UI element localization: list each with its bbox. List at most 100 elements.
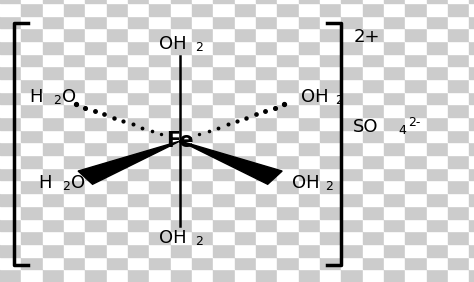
Bar: [363, 104, 384, 117]
Bar: [341, 66, 363, 79]
Bar: [0, 193, 21, 206]
Bar: [149, 142, 171, 155]
Polygon shape: [180, 141, 282, 184]
Bar: [405, 142, 427, 155]
Bar: [469, 41, 474, 54]
Bar: [384, 257, 405, 269]
Bar: [235, 41, 256, 54]
Bar: [256, 79, 277, 92]
Bar: [213, 41, 235, 54]
Bar: [192, 117, 213, 130]
Bar: [235, 168, 256, 180]
Bar: [427, 3, 448, 16]
Bar: [299, 231, 320, 244]
Bar: [469, 16, 474, 28]
Bar: [341, 130, 363, 142]
Bar: [128, 269, 149, 282]
Bar: [469, 117, 474, 130]
Bar: [192, 269, 213, 282]
Bar: [277, 66, 299, 79]
Bar: [192, 231, 213, 244]
Bar: [299, 54, 320, 66]
Bar: [171, 193, 192, 206]
Bar: [21, 54, 43, 66]
Bar: [384, 54, 405, 66]
Bar: [213, 3, 235, 16]
Bar: [43, 231, 64, 244]
Bar: [21, 3, 43, 16]
Bar: [469, 193, 474, 206]
Bar: [128, 142, 149, 155]
Bar: [405, 219, 427, 231]
Bar: [192, 257, 213, 269]
Bar: [235, 0, 256, 3]
Bar: [64, 79, 85, 92]
Bar: [299, 0, 320, 3]
Bar: [384, 231, 405, 244]
Bar: [341, 244, 363, 257]
Bar: [85, 54, 107, 66]
Bar: [107, 269, 128, 282]
Bar: [107, 16, 128, 28]
Bar: [149, 92, 171, 104]
Bar: [43, 66, 64, 79]
Bar: [213, 28, 235, 41]
Bar: [299, 257, 320, 269]
Bar: [384, 244, 405, 257]
Bar: [0, 244, 21, 257]
Bar: [469, 206, 474, 219]
Bar: [107, 155, 128, 168]
Bar: [341, 16, 363, 28]
Bar: [341, 180, 363, 193]
Bar: [149, 104, 171, 117]
Bar: [149, 66, 171, 79]
Bar: [21, 168, 43, 180]
Bar: [320, 142, 341, 155]
Bar: [85, 155, 107, 168]
Text: 2: 2: [195, 235, 203, 248]
Bar: [235, 142, 256, 155]
Bar: [171, 269, 192, 282]
Bar: [64, 130, 85, 142]
Bar: [469, 3, 474, 16]
Bar: [405, 193, 427, 206]
Bar: [320, 54, 341, 66]
Bar: [277, 16, 299, 28]
Bar: [277, 142, 299, 155]
Bar: [363, 54, 384, 66]
Bar: [21, 79, 43, 92]
Bar: [341, 3, 363, 16]
Bar: [341, 41, 363, 54]
Bar: [85, 92, 107, 104]
Bar: [299, 28, 320, 41]
Bar: [405, 257, 427, 269]
Bar: [192, 244, 213, 257]
Bar: [128, 0, 149, 3]
Bar: [448, 231, 469, 244]
Bar: [320, 219, 341, 231]
Bar: [405, 104, 427, 117]
Bar: [107, 66, 128, 79]
Bar: [149, 193, 171, 206]
Bar: [277, 155, 299, 168]
Bar: [85, 193, 107, 206]
Bar: [64, 16, 85, 28]
Bar: [320, 206, 341, 219]
Bar: [0, 269, 21, 282]
Bar: [213, 155, 235, 168]
Bar: [363, 219, 384, 231]
Bar: [21, 231, 43, 244]
Bar: [405, 180, 427, 193]
Bar: [213, 257, 235, 269]
Bar: [107, 244, 128, 257]
Bar: [64, 104, 85, 117]
Bar: [192, 142, 213, 155]
Bar: [384, 269, 405, 282]
Polygon shape: [78, 141, 180, 184]
Bar: [0, 130, 21, 142]
Bar: [448, 206, 469, 219]
Bar: [320, 168, 341, 180]
Text: 2: 2: [63, 180, 70, 193]
Bar: [469, 0, 474, 3]
Bar: [448, 41, 469, 54]
